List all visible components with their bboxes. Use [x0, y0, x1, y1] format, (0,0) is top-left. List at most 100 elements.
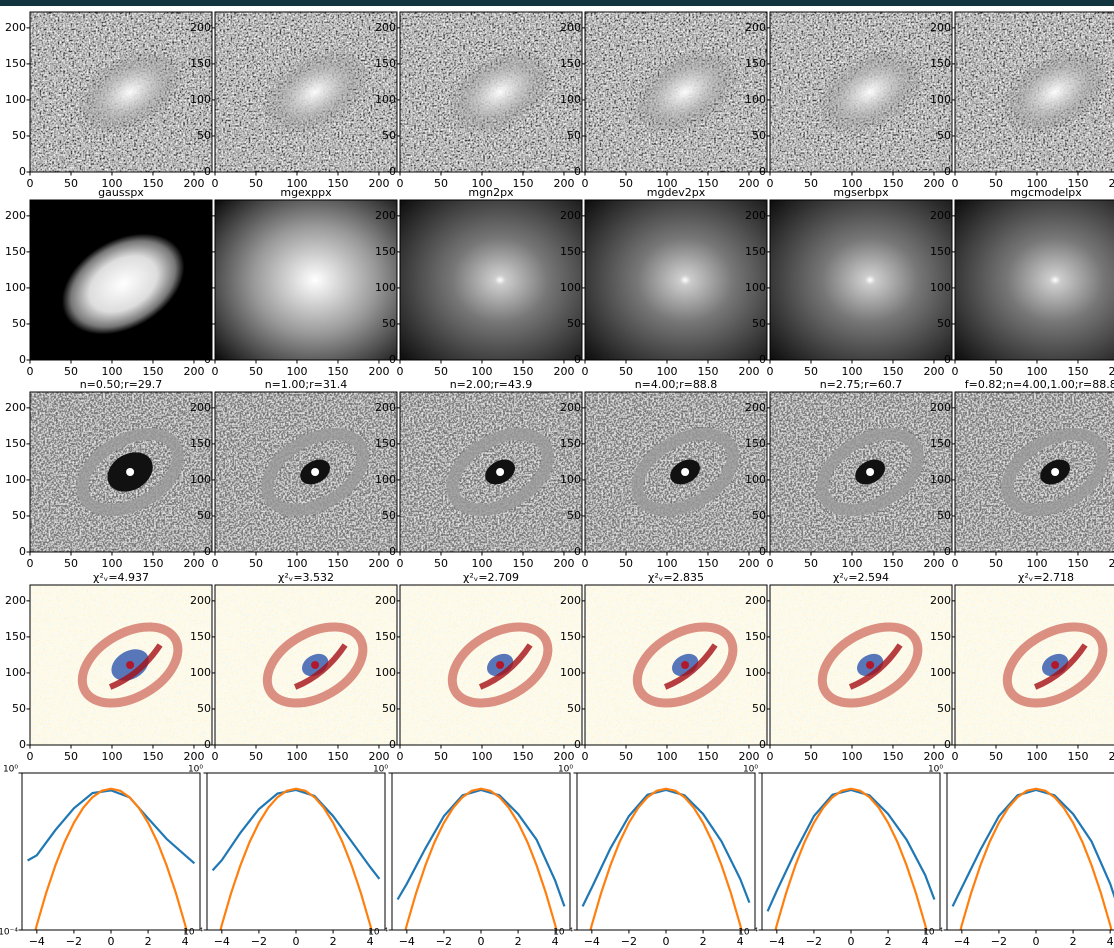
plot-bg — [947, 773, 1114, 930]
axes-frame — [954, 11, 1114, 173]
axes-frame — [29, 199, 213, 361]
y-tick-label: 0 — [759, 545, 766, 558]
axes-frame — [399, 391, 583, 553]
panel: −4 −2 0 2 4 10⁰ 10⁻⁴ — [738, 765, 941, 948]
y-tick-label: 150 — [5, 57, 26, 70]
x-tick-label: 200 — [368, 557, 389, 570]
x-tick-label: 150 — [512, 365, 533, 378]
y-tick-label: 150 — [5, 630, 26, 643]
residual-ring — [631, 428, 739, 516]
chi-arm — [663, 643, 718, 690]
x-tick-label: −2 — [251, 935, 267, 948]
x-tick-label: 0 — [108, 935, 115, 948]
chi-peak — [126, 661, 135, 669]
panel: −4 −2 0 2 4 10⁰ 10⁻⁴ — [368, 765, 571, 948]
y-tick-label: 200 — [560, 401, 581, 414]
chi-arm — [1033, 643, 1088, 690]
x-tick-label: 150 — [1067, 177, 1088, 190]
panel: 0 50 100 150 200 0 50 100 150 200 χ²ᵥ=2.718 — [930, 571, 1114, 763]
x-tick-label: 0 — [582, 557, 589, 570]
y-tick-label: 100 — [5, 666, 26, 679]
y-tick-label: 0 — [944, 545, 951, 558]
y-tick-label: 100 — [190, 281, 211, 294]
y-tick-label: 100 — [560, 666, 581, 679]
y-tick-label: 150 — [745, 57, 766, 70]
panel-title: n=2.00;r=43.9 — [450, 378, 533, 391]
x-tick-label: 4 — [1107, 935, 1114, 948]
y-tick-label: 200 — [190, 401, 211, 414]
y-tick-label: 100 — [560, 93, 581, 106]
panel-title: χ²ᵥ=4.937 — [93, 571, 149, 584]
y-tick-label: 10⁰ — [743, 765, 758, 775]
panel-title: χ²ᵥ=2.835 — [648, 571, 704, 584]
plot-area — [30, 200, 212, 360]
x-tick-label: 0 — [27, 177, 34, 190]
x-tick-label: 0 — [212, 557, 219, 570]
x-tick-label: 200 — [1108, 557, 1114, 570]
x-tick-label: 150 — [327, 557, 348, 570]
y-tick-label: 0 — [574, 353, 581, 366]
chi-peak — [866, 661, 875, 669]
y-tick-label: 150 — [560, 57, 581, 70]
y-tick-label: 0 — [204, 165, 211, 178]
axes-frame — [214, 11, 398, 173]
axes-frame — [214, 391, 398, 553]
plot-area — [392, 773, 570, 930]
x-tick-label: 4 — [922, 935, 929, 948]
y-tick-label: 150 — [930, 57, 951, 70]
panel: 0 50 100 150 200 0 50 100 150 200 mgcmodelpx — [930, 186, 1114, 378]
x-tick-label: 100 — [1026, 750, 1047, 763]
x-tick-label: 0 — [212, 750, 219, 763]
y-tick-label: 200 — [745, 21, 766, 34]
x-tick-label: 4 — [737, 935, 744, 948]
x-tick-label: 2 — [515, 935, 522, 948]
x-tick-label: 100 — [656, 557, 677, 570]
x-tick-label: 0 — [582, 750, 589, 763]
x-tick-label: 50 — [64, 557, 78, 570]
axes-frame — [399, 584, 583, 746]
x-tick-label: 100 — [841, 365, 862, 378]
series-line — [589, 787, 743, 930]
panel-title: mgn2px — [468, 186, 514, 199]
y-tick-label: 100 — [745, 93, 766, 106]
x-tick-label: 50 — [989, 750, 1003, 763]
y-tick-label: 150 — [745, 437, 766, 450]
plot-area — [207, 773, 385, 930]
y-tick-label: 50 — [752, 129, 766, 142]
x-tick-label: 50 — [619, 750, 633, 763]
panel: −4 −2 0 2 4 10⁰ 10⁻⁴ — [0, 765, 201, 948]
x-tick-label: 0 — [952, 365, 959, 378]
series-line — [951, 788, 1114, 907]
y-tick-label: 0 — [944, 353, 951, 366]
y-tick-label: 0 — [759, 738, 766, 751]
y-tick-label: 10⁻⁴ — [553, 928, 573, 938]
panel-title: mgdev2px — [647, 186, 706, 199]
series-line — [34, 787, 188, 930]
x-tick-label: 50 — [434, 365, 448, 378]
y-tick-label: 10⁻⁴ — [738, 928, 758, 938]
chi-peak — [681, 661, 690, 669]
x-tick-label: 50 — [64, 750, 78, 763]
plot-area — [770, 200, 952, 360]
x-tick-label: 100 — [286, 750, 307, 763]
plot-area — [215, 392, 397, 552]
plot-area — [30, 12, 212, 172]
x-tick-label: 50 — [64, 177, 78, 190]
x-tick-label: 0 — [27, 750, 34, 763]
y-tick-label: 100 — [745, 473, 766, 486]
plot-area — [215, 585, 397, 745]
y-tick-label: 100 — [930, 281, 951, 294]
x-tick-label: 150 — [1067, 750, 1088, 763]
x-tick-label: 200 — [553, 750, 574, 763]
model — [400, 200, 582, 360]
y-tick-label: 150 — [5, 245, 26, 258]
y-tick-label: 100 — [745, 666, 766, 679]
panel: −4 −2 0 2 4 10⁰ 10⁻⁴ — [553, 765, 756, 948]
axes-frame — [584, 11, 768, 173]
